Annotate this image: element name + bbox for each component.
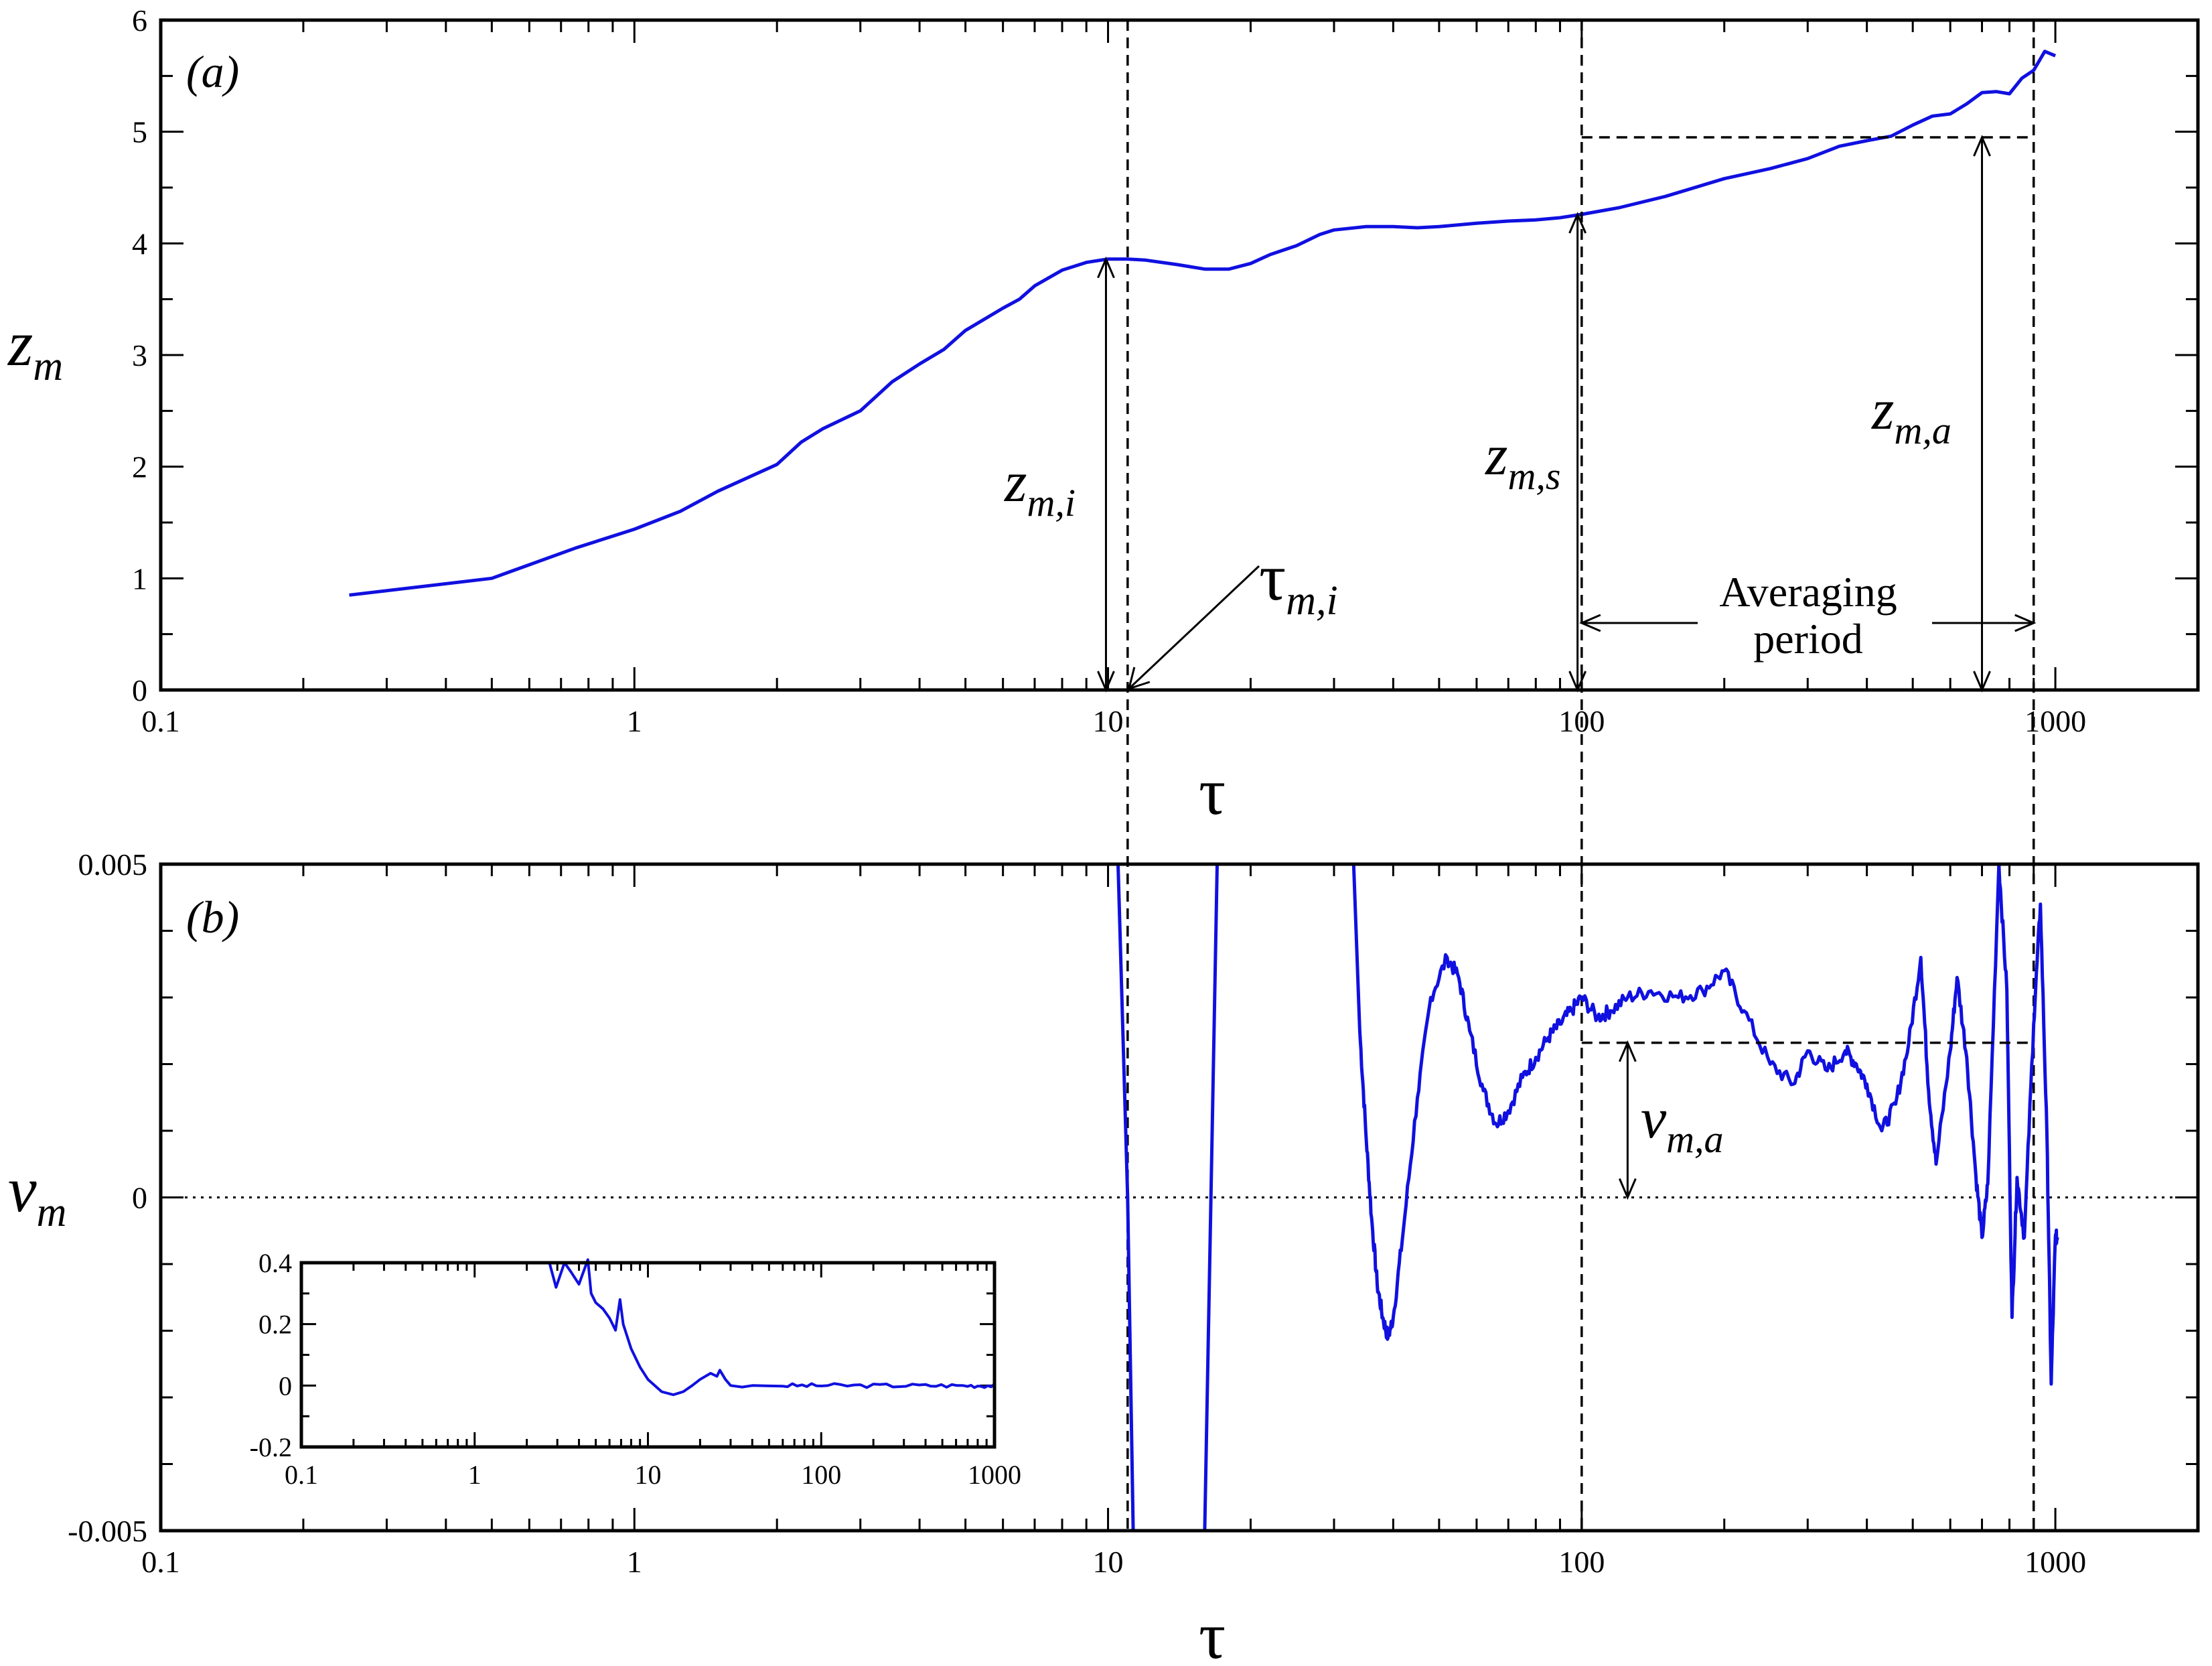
panel-a-ytick-label: 5 bbox=[132, 115, 147, 149]
averaging-period-label-2: period bbox=[1753, 615, 1863, 663]
v-m-a-label: vm,a bbox=[1641, 1086, 1724, 1161]
panel-b-xtick-label: 0.1 bbox=[141, 1545, 180, 1579]
panel-a-xtick-label: 0.1 bbox=[141, 704, 180, 738]
inset-background bbox=[301, 1263, 994, 1447]
panel-a-ytick-label: 4 bbox=[132, 226, 147, 261]
z-m-a-arrow-head-top bbox=[1973, 135, 1991, 157]
v-m-a-arrow-head-top bbox=[1618, 1040, 1637, 1062]
z-m-i-label: zm,i bbox=[1004, 449, 1076, 525]
panel-a-frame bbox=[159, 18, 2200, 692]
z-m-s-arrow-head-top bbox=[1568, 212, 1587, 234]
panel-a-label: (a) bbox=[186, 46, 239, 97]
inset-frame bbox=[299, 1261, 997, 1449]
inset-ytick-label: 0.2 bbox=[259, 1310, 292, 1340]
panel-a-ytick-label: 6 bbox=[132, 3, 147, 38]
panel-a-ytick-label: 2 bbox=[132, 450, 147, 484]
inset-ytick-label: 0 bbox=[279, 1371, 292, 1401]
z-m-i-arrow-head-top bbox=[1097, 256, 1115, 279]
inset-xtick-label: 0.1 bbox=[285, 1460, 318, 1490]
panel-b-ytick-label: 0 bbox=[132, 1181, 147, 1215]
inset-ytick-label: -0.2 bbox=[250, 1432, 292, 1462]
z-m-s-label: zm,s bbox=[1485, 423, 1560, 498]
panel-b-ticks bbox=[159, 863, 2199, 1532]
panel-b-xtick-label: 10 bbox=[1093, 1545, 1124, 1579]
averaging-period-label-1: Averaging bbox=[1719, 568, 1897, 616]
panel-b-annotations bbox=[1581, 1040, 2034, 1200]
inset-xtick-label: 1 bbox=[468, 1460, 482, 1490]
inset-ytick-label: 0.4 bbox=[259, 1248, 292, 1278]
averaging-period-arrow-right-head bbox=[2014, 614, 2037, 632]
panel-b-xlabel: τ bbox=[1199, 1598, 1226, 1666]
panel-b-xtick-label: 1 bbox=[627, 1545, 642, 1579]
v-m-a-arrow-head-bottom bbox=[1618, 1178, 1637, 1200]
inset-xtick-label: 100 bbox=[801, 1460, 841, 1490]
z-m-a-label: zm,a bbox=[1871, 377, 1951, 452]
panel-a-ylabel: zm bbox=[7, 307, 63, 389]
panel-b-ylabel: vm bbox=[8, 1154, 66, 1235]
tau-m-i-label: τm,i bbox=[1259, 540, 1338, 624]
tau-m-i-pointer bbox=[1128, 565, 1260, 690]
panel-a-xtick-label: 1 bbox=[627, 704, 642, 738]
inset-series-line bbox=[548, 1258, 996, 1397]
averaging-period-arrow-left-head bbox=[1579, 614, 1601, 632]
panel-b-xtick-label: 100 bbox=[1558, 1545, 1605, 1579]
panel-a-xlabel: τ bbox=[1199, 754, 1226, 829]
inset-tick-labels: 0.1 1 10 100 1000 -0.2 0 0.2 0.4 bbox=[250, 1248, 1021, 1490]
panel-b-ytick-label: 0.005 bbox=[78, 847, 148, 882]
panel-a-xtick-label: 10 bbox=[1093, 704, 1124, 738]
inset-xtick-label: 10 bbox=[635, 1460, 662, 1490]
panel-a-ytick-label: 3 bbox=[132, 338, 147, 372]
panel-a-ytick-label: 0 bbox=[132, 673, 147, 707]
panel-b-xtick-label: 1000 bbox=[2024, 1545, 2086, 1579]
panel-b-ytick-label: -0.005 bbox=[68, 1514, 147, 1548]
panel-a-annotations bbox=[1097, 20, 2037, 1531]
panel-a-series-line bbox=[349, 50, 2057, 597]
inset-xtick-label: 1000 bbox=[968, 1460, 1021, 1490]
panel-b-label: (b) bbox=[186, 892, 239, 943]
inset-plot: 0.1 1 10 100 1000 -0.2 0 0.2 0.4 bbox=[250, 1248, 1021, 1490]
panel-a-ytick-label: 1 bbox=[132, 561, 147, 596]
panel-b-frame bbox=[159, 862, 2200, 1533]
panel-b-series-line bbox=[1116, 864, 2059, 1531]
